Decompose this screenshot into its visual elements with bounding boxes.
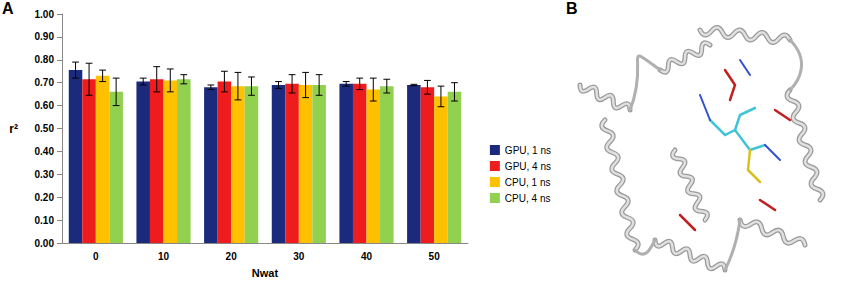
html-text:B: B <box>566 0 578 17</box>
svg-text:0.50: 0.50 <box>35 123 55 134</box>
svg-text:0.90: 0.90 <box>35 31 55 42</box>
svg-text:40: 40 <box>361 251 373 262</box>
svg-text:0: 0 <box>93 251 99 262</box>
svg-text:GPU, 4 ns: GPU, 4 ns <box>505 161 551 172</box>
svg-text:1.00: 1.00 <box>35 9 55 20</box>
svg-text:0.80: 0.80 <box>35 54 55 65</box>
html-text:A: A <box>2 0 14 17</box>
svg-text:0.60: 0.60 <box>35 100 55 111</box>
svg-text:GPU, 1 ns: GPU, 1 ns <box>505 145 551 156</box>
svg-text:r²: r² <box>9 122 18 136</box>
svg-text:30: 30 <box>293 251 305 262</box>
svg-text:0.00: 0.00 <box>35 238 55 249</box>
svg-text:0.30: 0.30 <box>35 169 55 180</box>
svg-text:20: 20 <box>226 251 238 262</box>
svg-text:10: 10 <box>158 251 170 262</box>
svg-text:50: 50 <box>429 251 441 262</box>
svg-text:CPU, 1 ns: CPU, 1 ns <box>505 177 551 188</box>
svg-text:0.10: 0.10 <box>35 215 55 226</box>
svg-text:0.40: 0.40 <box>35 146 55 157</box>
svg-text:0.20: 0.20 <box>35 192 55 203</box>
svg-text:Nwat: Nwat <box>252 267 279 279</box>
svg-text:CPU, 4 ns: CPU, 4 ns <box>505 193 551 204</box>
svg-text:0.70: 0.70 <box>35 77 55 88</box>
